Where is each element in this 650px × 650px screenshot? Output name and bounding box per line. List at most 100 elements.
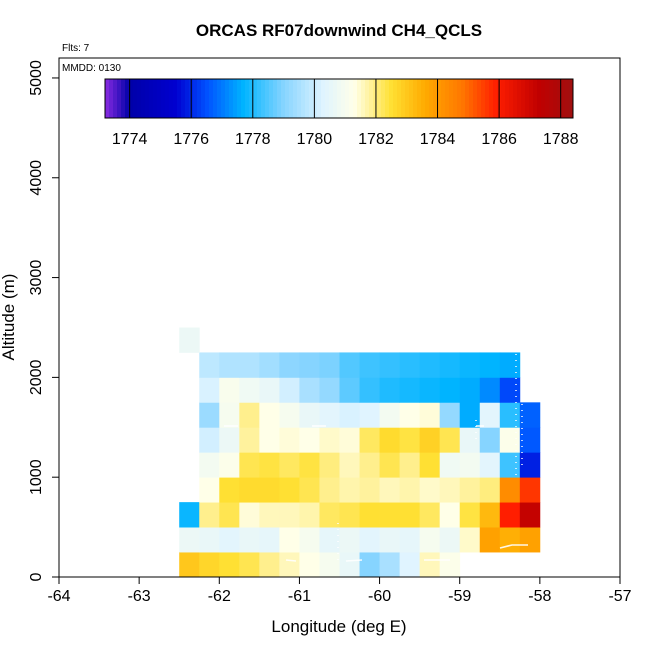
heatmap-cell	[459, 477, 481, 503]
colorbar-tick-label: 1784	[420, 131, 456, 148]
colorbar-swatch	[193, 79, 198, 118]
y-tick-label: 1000	[28, 459, 45, 495]
x-tick-label: -57	[608, 588, 631, 605]
colorbar-swatch	[493, 79, 498, 118]
heatmap-cell	[379, 552, 401, 578]
heatmap-cell	[179, 502, 200, 528]
colorbar-swatch	[197, 79, 202, 118]
colorbar-swatch	[373, 79, 378, 118]
colorbar-swatch	[329, 79, 334, 118]
colorbar-swatch	[429, 79, 434, 118]
heatmap-cell	[399, 527, 421, 553]
colorbar-swatch	[341, 79, 346, 118]
heatmap-cell	[299, 427, 320, 453]
heatmap-cell	[339, 502, 360, 528]
heatmap-cell	[339, 477, 360, 503]
heatmap-cell	[459, 527, 481, 553]
colorbar-swatch	[557, 79, 562, 118]
heatmap-cell	[239, 452, 260, 478]
colorbar-swatch	[357, 79, 362, 118]
heatmap-cell	[479, 477, 501, 503]
colorbar-swatch	[133, 79, 138, 118]
heatmap-cell	[459, 402, 481, 428]
heatmap-cell	[279, 452, 300, 478]
heatmap-cell	[279, 427, 300, 453]
heatmap-cell	[239, 527, 260, 553]
heatmap-cell	[299, 477, 320, 503]
colorbar-swatch	[141, 79, 146, 118]
heatmap-cell	[279, 352, 300, 378]
colorbar-swatch	[405, 79, 410, 118]
heatmap-cell	[299, 402, 320, 428]
colorbar-swatch	[365, 79, 370, 118]
heatmap-cell	[259, 352, 280, 378]
heatmap-cell	[419, 402, 441, 428]
heatmap-cell	[259, 377, 280, 403]
heatmap-cell	[339, 402, 360, 428]
colorbar-swatch	[525, 79, 530, 118]
colorbar-swatch	[257, 79, 262, 118]
heatmap-cell	[319, 352, 340, 378]
heatmap-cell	[219, 427, 240, 453]
heatmap-cell	[399, 352, 421, 378]
heatmap-cell	[219, 352, 240, 378]
colorbar-swatch	[409, 79, 414, 118]
heatmap-cell	[399, 402, 421, 428]
colorbar-swatch	[321, 79, 326, 118]
heatmap-cell	[219, 527, 240, 553]
heatmap-cell	[239, 427, 260, 453]
x-axis-label: Longitude (deg E)	[271, 617, 406, 636]
colorbar-tick-label: 1788	[543, 131, 579, 148]
colorbar-swatch	[281, 79, 286, 118]
colorbar-swatch	[225, 79, 230, 118]
heatmap-cell	[499, 527, 521, 553]
colorbar-swatch	[153, 79, 158, 118]
colorbar-swatch	[537, 79, 542, 118]
heatmap-cell	[479, 502, 501, 528]
x-tick-label: -63	[128, 588, 151, 605]
colorbar-swatch	[421, 79, 426, 118]
heatmap-cell	[359, 377, 380, 403]
y-tick-label: 4000	[28, 160, 45, 196]
x-tick-label: -58	[528, 588, 551, 605]
heatmap-cell	[319, 552, 340, 578]
heatmap-cell	[439, 527, 461, 553]
heatmap-cell	[199, 452, 220, 478]
colorbar-swatch	[333, 79, 338, 118]
heatmap-cell	[439, 477, 461, 503]
heatmap-cell	[319, 502, 340, 528]
colorbar-swatch	[169, 79, 174, 118]
colorbar-swatch	[477, 79, 482, 118]
colorbar-swatch	[161, 79, 166, 118]
heatmap-cell	[339, 552, 360, 578]
heatmap-cell	[359, 452, 380, 478]
colorbar-swatch	[353, 79, 358, 118]
colorbar-swatch	[121, 79, 126, 118]
colorbar-swatch	[453, 79, 458, 118]
heatmap-cell	[219, 452, 240, 478]
heatmap-cell	[399, 552, 421, 578]
heatmap-cell	[419, 527, 441, 553]
heatmap-cell	[319, 427, 340, 453]
colorbar-swatch	[509, 79, 514, 118]
colorbar-swatch	[381, 79, 386, 118]
colorbar-swatch	[549, 79, 554, 118]
colorbar-swatch	[501, 79, 506, 118]
colorbar-tick-label: 1786	[481, 131, 517, 148]
colorbar-swatch	[565, 79, 570, 118]
heatmap-cell	[519, 427, 541, 453]
colorbar-swatch	[137, 79, 142, 118]
colorbar-swatch	[345, 79, 350, 118]
heatmap-cell	[419, 502, 441, 528]
heatmap-cell	[379, 477, 401, 503]
colorbar-swatch	[293, 79, 298, 118]
heatmap-cell	[319, 402, 340, 428]
heatmap-cell	[379, 377, 401, 403]
heatmap-cell	[319, 452, 340, 478]
colorbar-swatch	[177, 79, 182, 118]
heatmap-cell	[519, 477, 541, 503]
colorbar-swatch	[237, 79, 242, 118]
colorbar-swatch	[325, 79, 330, 118]
heatmap-cell	[299, 527, 320, 553]
colorbar-swatch	[117, 79, 122, 118]
